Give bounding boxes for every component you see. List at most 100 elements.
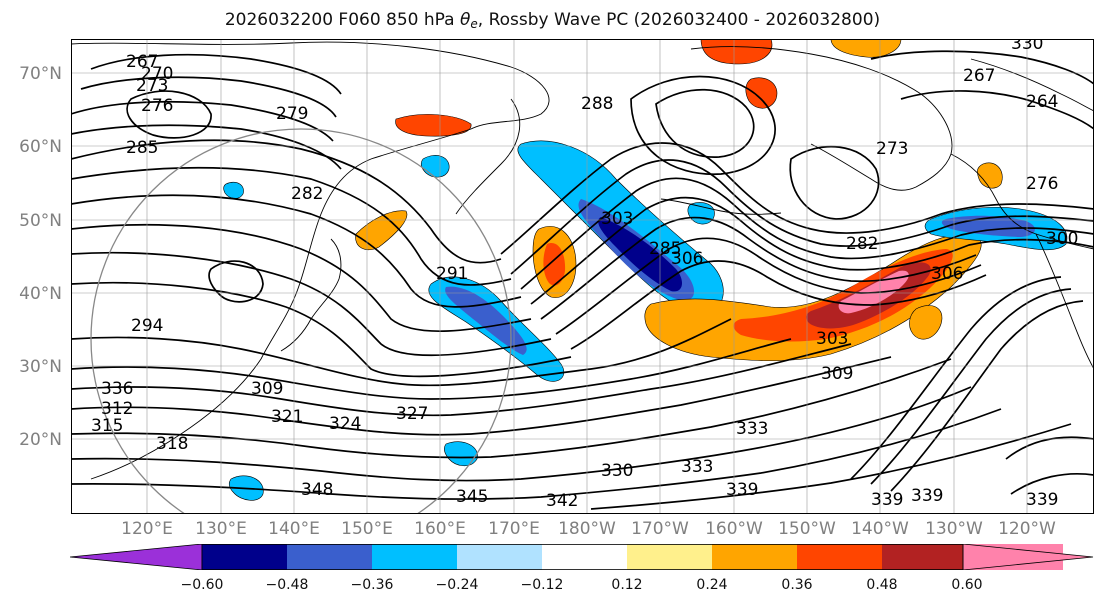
- contour-line: [71, 358, 952, 459]
- contour-line: [570, 260, 987, 350]
- contour-line: [71, 281, 572, 378]
- contour-line: [71, 124, 342, 170]
- contour-line: [71, 166, 512, 286]
- colorbar-segment: [797, 544, 882, 570]
- contour-label: 303: [816, 329, 848, 349]
- contour-label: 330: [601, 461, 633, 481]
- coastline-us-west: [1035, 233, 1094, 370]
- contour-line: [71, 223, 532, 333]
- lon-label-150w: 150°W: [778, 519, 836, 539]
- contour-line: [870, 288, 1072, 485]
- contour-line: [520, 177, 1094, 290]
- contour-line: [500, 142, 1094, 255]
- colorbar-tick-label: 0.48: [866, 577, 898, 593]
- contour-line: [71, 338, 792, 400]
- contour-line: [850, 276, 1062, 480]
- lat-label-60n: 60°N: [19, 137, 62, 157]
- colorbar-segment: [202, 544, 287, 570]
- contour-label: 318: [156, 434, 188, 454]
- contour-label: 285: [649, 239, 681, 259]
- contour-label: 339: [911, 486, 943, 506]
- contour-line: [208, 260, 264, 303]
- title-theta: θ: [460, 10, 471, 30]
- contour-label: 282: [291, 184, 323, 204]
- coastlines: [71, 41, 1094, 480]
- contour-label: 273: [136, 76, 168, 96]
- colorbar-extend-low: [70, 544, 203, 570]
- title-theta-subscript: e: [470, 17, 478, 31]
- contour-label: 273: [876, 139, 908, 159]
- contour-label: 345: [456, 487, 488, 507]
- contour-label: 339: [726, 480, 758, 500]
- graticule: [71, 39, 1094, 514]
- contour-label: 330: [1011, 39, 1043, 54]
- contour-value-labels: 267 270 273 276 279 285 282 288 291 294 …: [91, 39, 1078, 511]
- colorbar-segment: [627, 544, 712, 570]
- colorbar-tick-label: −0.36: [350, 577, 394, 593]
- positive-anomaly-arctic-1: [700, 39, 773, 65]
- contour-label: 285: [126, 138, 158, 158]
- contour-label: 327: [396, 404, 428, 424]
- map-panel: 267 270 273 276 279 285 282 288 291 294 …: [71, 39, 1094, 514]
- colorbar-tick-label: 0.60: [951, 577, 983, 593]
- contour-line: [1010, 472, 1094, 495]
- colorbar: [70, 544, 1094, 570]
- contour-line: [71, 386, 972, 482]
- contour-line: [71, 194, 522, 308]
- contour-label: 309: [251, 379, 283, 399]
- contour-line: [1005, 436, 1094, 460]
- contour-label: 267: [963, 66, 995, 86]
- colorbar-tick-label: −0.60: [180, 577, 224, 593]
- contour-label: 339: [1026, 490, 1058, 510]
- lon-label-130w: 130°W: [925, 519, 983, 539]
- contour-label: 300: [1046, 229, 1078, 249]
- contour-label: 279: [276, 104, 308, 124]
- contour-line: [890, 300, 1084, 492]
- contour-line: [71, 408, 1002, 500]
- title-suffix: , Rossby Wave PC (2026032400 - 202603280…: [477, 10, 881, 30]
- colorbar-tick-label: −0.48: [265, 577, 309, 593]
- contour-line: [555, 237, 982, 335]
- positive-anomaly-dateline-core: [543, 243, 566, 286]
- contour-label: 267: [126, 52, 158, 72]
- contour-line: [80, 76, 337, 118]
- colorbar-tick-label: 0.36: [781, 577, 813, 593]
- contour-label: 309: [821, 364, 853, 384]
- contour-label: 324: [329, 414, 361, 434]
- lat-label-70n: 70°N: [19, 64, 62, 84]
- contour-label: 282: [846, 234, 878, 254]
- lon-label-130e: 130°E: [195, 519, 247, 539]
- contour-line: [71, 100, 334, 142]
- contour-line: [789, 145, 880, 220]
- contour-label: 306: [931, 264, 963, 284]
- colorbar-segment: [712, 544, 797, 570]
- colorbar-segment: [372, 544, 457, 570]
- contour-label: 264: [1026, 92, 1058, 112]
- contour-label: 315: [91, 416, 123, 436]
- lon-label-180w: 180°W: [558, 519, 616, 539]
- coastline-siberia: [71, 41, 550, 480]
- lon-label-160e: 160°E: [414, 519, 466, 539]
- title-prefix: 2026032200 F060 850 hPa: [224, 10, 460, 30]
- lon-label-170e: 170°E: [488, 519, 540, 539]
- colorbar-tick-label: 0.24: [696, 577, 728, 593]
- contour-line: [71, 251, 552, 357]
- contour-label: 348: [301, 480, 333, 500]
- contour-line: [90, 53, 342, 95]
- lon-label-120w: 120°W: [998, 519, 1056, 539]
- coastline-north: [970, 58, 1094, 112]
- contour-line: [126, 90, 212, 139]
- contour-label: 270: [141, 64, 173, 84]
- negative-anomaly-west-core: [445, 286, 527, 355]
- contour-label: 333: [681, 457, 713, 477]
- reference-circle: [90, 128, 512, 514]
- map-frame: [71, 39, 1094, 514]
- negative-anomaly-small-5: [444, 441, 478, 467]
- coastline-alaska: [690, 46, 953, 191]
- contour-line: [590, 423, 1072, 510]
- contour-label: 312: [101, 399, 133, 419]
- contour-line: [655, 88, 755, 158]
- positive-anomaly-kuril: [355, 210, 408, 251]
- lon-label-120e: 120°E: [121, 519, 173, 539]
- contour-label: 288: [581, 94, 613, 114]
